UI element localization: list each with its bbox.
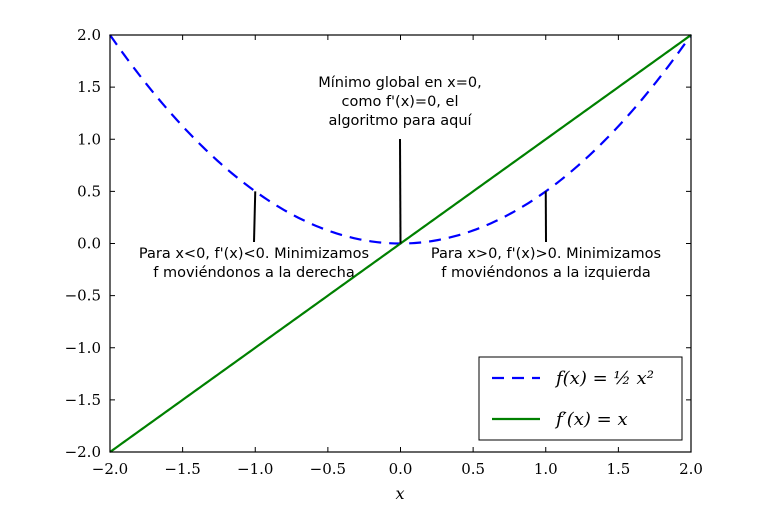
y-tick-label: 1.0 — [77, 130, 101, 148]
ticks-layer — [109, 34, 692, 453]
annotation-1: Para x<0, f'(x)<0. Minimizamos f moviéndo… — [139, 246, 369, 281]
x-tick-label: 0.0 — [389, 460, 413, 478]
y-tick-label: 2.0 — [77, 26, 101, 44]
x-tick-label: 1.0 — [534, 460, 558, 478]
x-tick-label: −0.5 — [310, 460, 346, 478]
y-tick-label: −2.0 — [65, 443, 101, 461]
x-tick-label: −1.0 — [237, 460, 273, 478]
annotation-arrows — [253, 138, 547, 244]
y-tick-label: −0.5 — [65, 287, 101, 305]
annotation-texts: Mínimo global en x=0, como f'(x)=0, el alg… — [139, 75, 661, 281]
x-tick-label: 2.0 — [679, 460, 703, 478]
annotation-line: f moviéndonos a la derecha — [153, 265, 355, 281]
annotation-line: f moviéndonos a la izquierda — [441, 265, 651, 281]
annotation-line: Para x<0, f'(x)<0. Minimizamos — [139, 246, 369, 262]
y-tick-label: −1.5 — [65, 391, 101, 409]
annotation-2: Para x>0, f'(x)>0. Minimizamos f moviéndo… — [431, 246, 661, 281]
legend-box — [478, 356, 683, 441]
tick-labels: −2.0 −1.5 −1.0 −0.5 0.0 0.5 1.0 1.5 2.0 −2.0 −1.5 −… — [65, 26, 703, 478]
annotation-arrow-1 — [253, 191, 257, 243]
annotation-line: Para x>0, f'(x)>0. Minimizamos — [431, 246, 661, 262]
legend-label-f: f(x) = ½ x² — [554, 368, 654, 389]
annotation-line: como f'(x)=0, el — [342, 94, 459, 110]
x-axis-label: x — [395, 484, 404, 503]
legend-label-fprime: f′(x) = x — [554, 409, 628, 430]
y-tick-label: −1.0 — [65, 339, 101, 357]
x-tick-label: −1.5 — [164, 460, 200, 478]
annotation-0: Mínimo global en x=0, como f'(x)=0, el alg… — [318, 75, 481, 129]
x-tick-label: 0.5 — [461, 460, 485, 478]
y-tick-label: 1.5 — [77, 78, 101, 96]
y-tick-label: 0.5 — [77, 182, 101, 200]
y-tick-label: 0.0 — [77, 235, 101, 253]
annotation-line: algoritmo para aquí — [328, 113, 472, 129]
x-tick-label: 1.5 — [606, 460, 630, 478]
legend: f(x) = ½ x² f′(x) = x — [478, 356, 683, 441]
annotation-line: Mínimo global en x=0, — [318, 75, 481, 91]
x-tick-label: −2.0 — [92, 460, 128, 478]
annotation-arrow-0 — [399, 138, 402, 244]
